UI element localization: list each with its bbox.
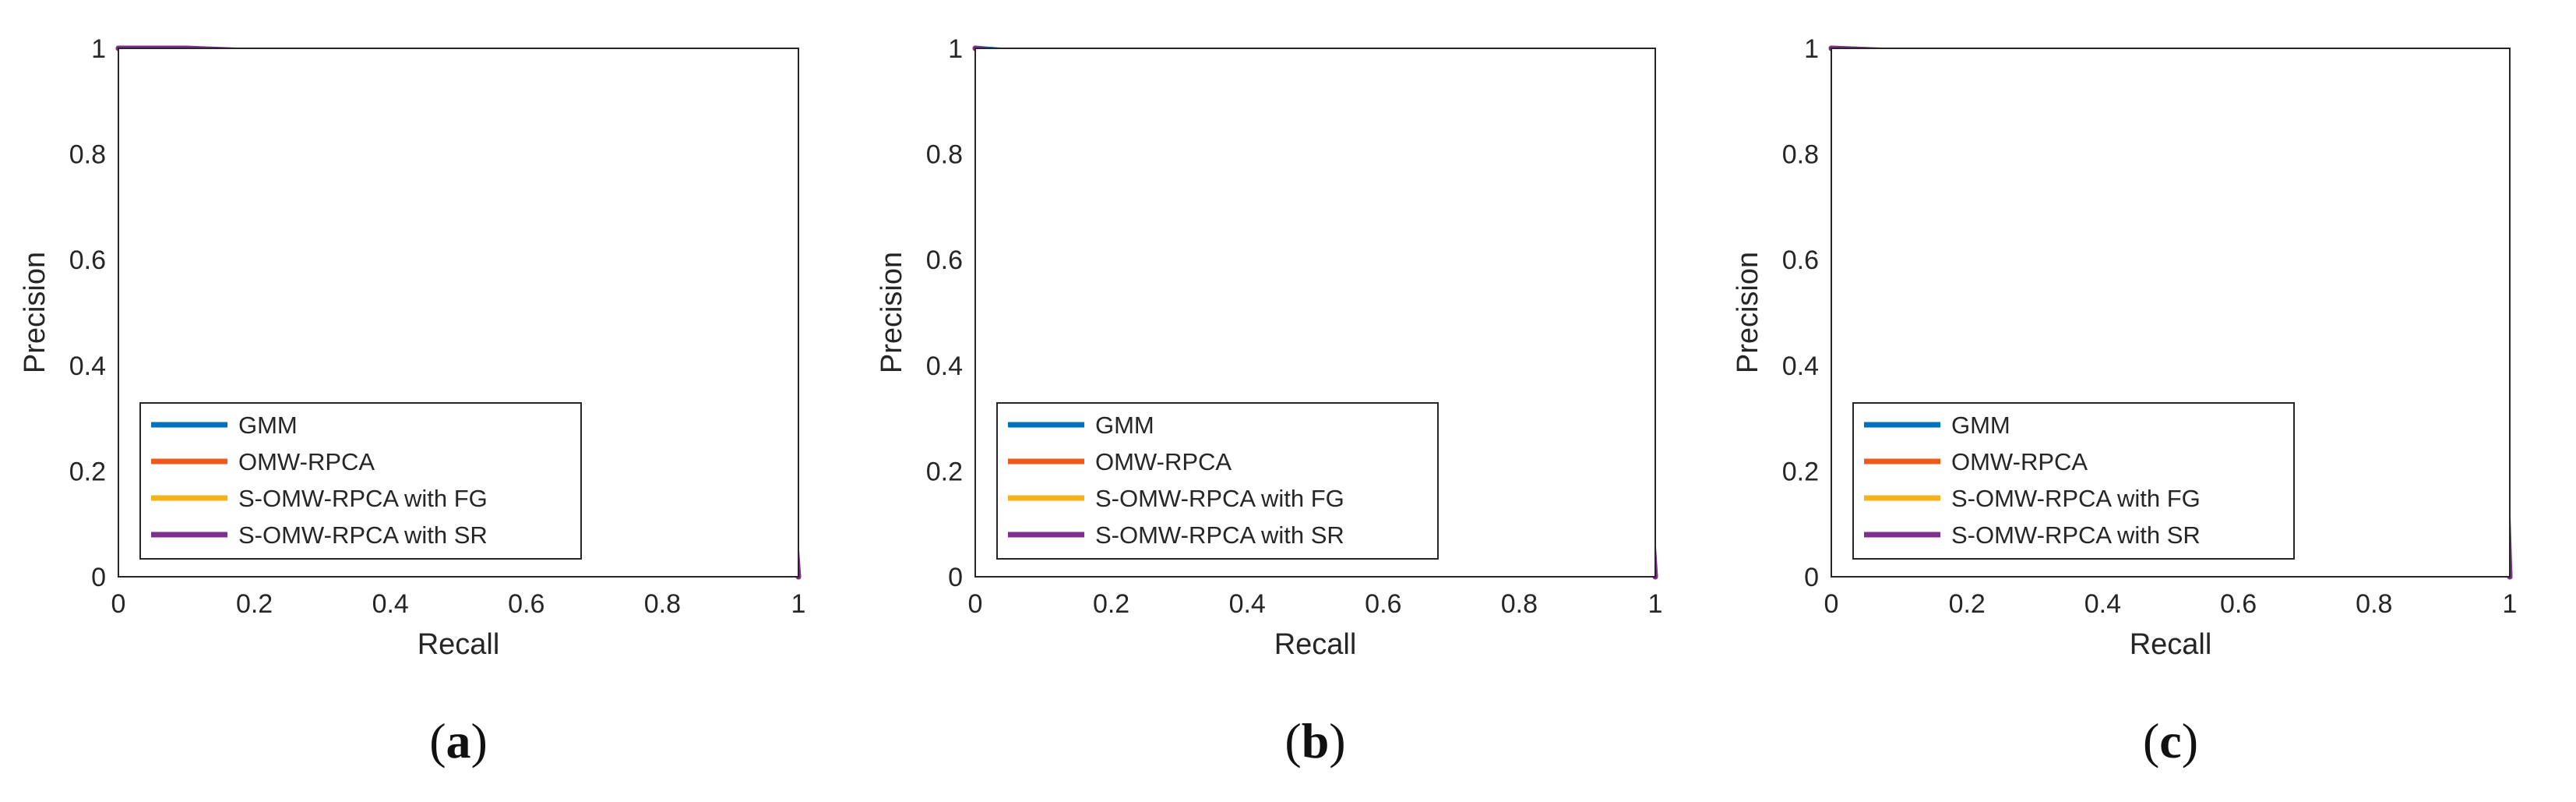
y-tick-label: 0.2 [926, 457, 963, 486]
x-tick-label: 0.6 [2220, 589, 2257, 619]
legend-label: GMM [1095, 412, 1154, 439]
x-tick-label: 0.6 [508, 589, 544, 619]
caption-close-paren: ) [471, 713, 488, 768]
legend-label: GMM [238, 412, 298, 439]
caption-letter: c [2159, 713, 2181, 768]
x-tick-label: 0.4 [2084, 589, 2121, 619]
legend: GMM OMW-RPCA S-OMW-RPCA with FG S-OMW-RPCA … [139, 402, 582, 560]
y-tick-label: 0 [91, 563, 106, 592]
legend-label: S-OMW-RPCA with FG [238, 485, 488, 512]
x-tick-label: 0 [111, 589, 126, 619]
legend-label: S-OMW-RPCA with FG [1951, 485, 2201, 512]
y-tick-label: 0.2 [1782, 457, 1819, 486]
y-tick-label: 0.6 [69, 246, 106, 275]
y-tick-label: 1 [1804, 34, 1819, 64]
panel-caption: (c) [2143, 713, 2198, 768]
caption-close-paren: ) [2182, 713, 2198, 768]
x-tick-label: 0 [1824, 589, 1839, 619]
chart-panel-a: 0 0.2 0.4 0.6 0.8 1 0 0.2 0.4 0.6 0.8 1 Recall Precis… [19, 34, 805, 768]
y-tick-label: 1 [948, 34, 963, 64]
y-axis-label: Precision [1732, 252, 1764, 373]
y-tick-label: 0.2 [69, 457, 106, 486]
y-tick-label: 0.6 [1782, 246, 1819, 275]
legend-label: OMW-RPCA [1095, 448, 1232, 475]
legend-label: OMW-RPCA [238, 448, 375, 475]
x-tick-label: 0.8 [1501, 589, 1538, 619]
x-tick-label: 1 [2503, 589, 2518, 619]
caption-close-paren: ) [1329, 713, 1345, 768]
caption-open-paren: ( [2143, 713, 2159, 768]
y-tick-label: 0.8 [926, 140, 963, 170]
x-tick-label: 0.4 [1229, 589, 1266, 619]
legend-label: S-OMW-RPCA with FG [1095, 485, 1344, 512]
x-axis-label: Recall [2130, 628, 2212, 661]
y-tick-label: 0.4 [926, 352, 963, 381]
caption-open-paren: ( [1284, 713, 1301, 768]
y-tick-label: 1 [91, 34, 106, 64]
legend-label: OMW-RPCA [1951, 448, 2088, 475]
x-tick-label: 1 [791, 589, 806, 619]
x-tick-label: 0.2 [1093, 589, 1129, 619]
y-tick-label: 0.4 [1782, 352, 1819, 381]
x-axis-label: Recall [418, 628, 500, 661]
caption-letter: a [446, 713, 471, 768]
caption-letter: b [1302, 713, 1330, 768]
y-tick-label: 0 [1804, 563, 1819, 592]
y-axis-label: Precision [876, 252, 908, 373]
x-tick-label: 0.8 [2356, 589, 2392, 619]
x-tick-label: 1 [1648, 589, 1663, 619]
x-tick-label: 0.2 [236, 589, 273, 619]
legend-label: S-OMW-RPCA with SR [1951, 521, 2201, 549]
x-tick-label: 0 [968, 589, 983, 619]
panel-caption: (b) [1284, 713, 1345, 768]
chart-panel-c: 0 0.2 0.4 0.6 0.8 1 0 0.2 0.4 0.6 0.8 1 Recall Precis… [1732, 34, 2517, 768]
x-tick-label: 0.2 [1949, 589, 1986, 619]
legend-label: GMM [1951, 412, 2010, 439]
panel-caption: (a) [429, 713, 488, 768]
legend-label: S-OMW-RPCA with SR [238, 521, 488, 549]
x-tick-label: 0.6 [1365, 589, 1401, 619]
legend: GMM OMW-RPCA S-OMW-RPCA with FG S-OMW-RPCA … [996, 402, 1439, 560]
y-axis-label: Precision [19, 252, 51, 373]
y-tick-label: 0.8 [1782, 140, 1819, 170]
legend: GMM OMW-RPCA S-OMW-RPCA with FG S-OMW-RPCA … [1852, 402, 2295, 560]
y-tick-label: 0.4 [69, 352, 106, 381]
x-tick-label: 0.8 [644, 589, 681, 619]
caption-open-paren: ( [429, 713, 446, 768]
x-tick-label: 0.4 [372, 589, 409, 619]
y-tick-label: 0.8 [69, 140, 106, 170]
legend-label: S-OMW-RPCA with SR [1095, 521, 1344, 549]
x-axis-label: Recall [1274, 628, 1357, 661]
chart-panel-b: 0 0.2 0.4 0.6 0.8 1 0 0.2 0.4 0.6 0.8 1 Recall Precis… [876, 34, 1662, 768]
y-tick-label: 0.6 [926, 246, 963, 275]
y-tick-label: 0 [948, 563, 963, 592]
